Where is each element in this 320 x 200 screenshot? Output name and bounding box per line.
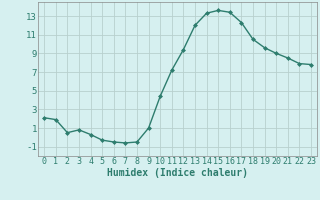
X-axis label: Humidex (Indice chaleur): Humidex (Indice chaleur)	[107, 168, 248, 178]
